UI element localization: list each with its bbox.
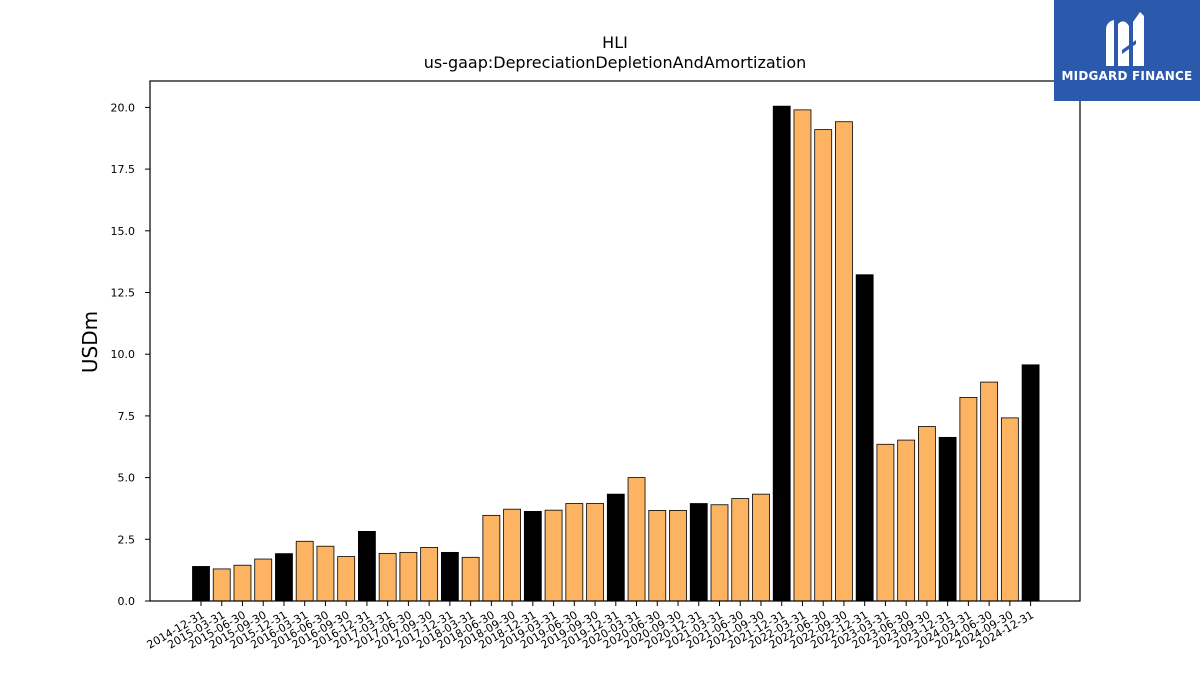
bar — [1000, 417, 1019, 602]
bars-layer — [192, 105, 1040, 602]
bar — [814, 129, 833, 602]
y-tick-label: 2.5 — [118, 533, 136, 546]
bar — [399, 551, 418, 602]
bar — [669, 510, 687, 602]
bar — [233, 564, 252, 602]
bar — [482, 514, 501, 602]
bar — [876, 443, 895, 602]
y-axis-ticks: 0.0 2.5 5.0 7.5 10.0 12.5 15.0 17.5 20.0 — [111, 101, 150, 608]
bar — [503, 508, 522, 602]
bar — [440, 551, 459, 602]
bar — [565, 503, 584, 602]
bar — [710, 504, 729, 602]
bar — [544, 509, 563, 602]
bar — [772, 105, 791, 602]
chart-title: HLI — [602, 33, 628, 52]
bar — [275, 553, 293, 602]
y-tick-label: 7.5 — [118, 410, 136, 423]
y-axis-label: USDm — [78, 311, 102, 373]
bar — [938, 436, 957, 602]
bar — [606, 493, 625, 602]
bar — [980, 381, 999, 602]
bar — [212, 568, 231, 602]
y-tick-label: 17.5 — [111, 163, 136, 176]
bar — [731, 498, 750, 602]
brand-name: MIDGARD FINANCE — [1061, 69, 1193, 83]
y-tick-label: 5.0 — [118, 472, 136, 485]
bar — [254, 558, 273, 602]
bar — [855, 274, 874, 602]
bar — [337, 556, 356, 602]
bar — [192, 566, 210, 602]
midgard-m-logo-icon — [1106, 12, 1144, 66]
bar — [1021, 364, 1040, 602]
bar — [378, 552, 397, 602]
y-tick-label: 15.0 — [111, 225, 136, 238]
plot-frame — [149, 80, 1081, 602]
bar — [959, 396, 978, 602]
bar — [358, 531, 376, 602]
bar — [316, 545, 335, 602]
bar — [627, 477, 646, 602]
y-tick-label: 0.0 — [118, 595, 136, 608]
bar — [689, 503, 708, 602]
bar — [295, 540, 314, 602]
bar — [461, 556, 480, 602]
bar — [523, 511, 542, 602]
x-axis-ticks: 2014-12-312015-03-312015-06-302015-09-30… — [145, 601, 1036, 652]
bar — [420, 547, 439, 602]
bar — [835, 121, 853, 602]
y-tick-label: 12.5 — [111, 287, 136, 300]
y-tick-label: 20.0 — [111, 101, 136, 114]
brand-logo: MIDGARD FINANCE — [1054, 0, 1200, 101]
bar — [897, 439, 916, 602]
chart-subtitle: us-gaap:DepreciationDepletionAndAmortiza… — [424, 53, 807, 72]
bar — [586, 503, 604, 602]
bar — [648, 510, 667, 602]
bar — [918, 426, 936, 602]
y-tick-label: 10.0 — [111, 348, 136, 361]
bar — [752, 493, 770, 602]
bar — [793, 109, 812, 602]
